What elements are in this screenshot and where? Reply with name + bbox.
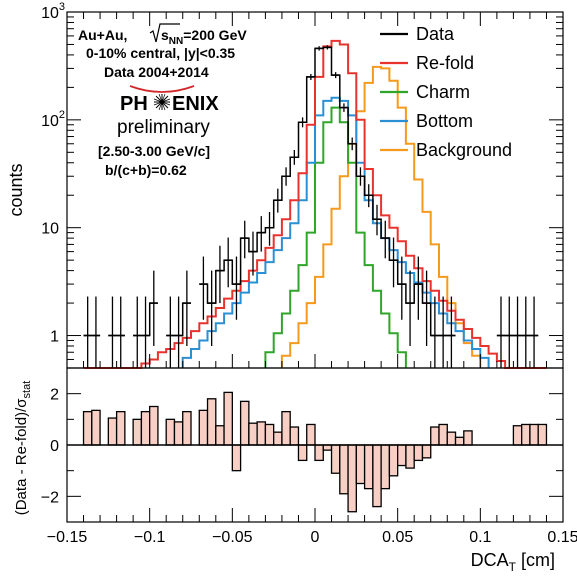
sqrt-symbol [149, 23, 180, 43]
residual-bar [173, 421, 184, 446]
residual-bar [91, 409, 101, 446]
preliminary-label: preliminary [117, 117, 210, 138]
y-tick-label: 103 [41, 1, 65, 22]
series-charm-line [264, 106, 407, 368]
residual-bar [322, 444, 333, 451]
residual-bar [438, 423, 448, 446]
residual-bar [149, 405, 159, 446]
residual-bar [231, 444, 242, 472]
residual-bar [388, 444, 399, 477]
y-tick-label: 102 [41, 109, 65, 130]
y-axis-label: counts [6, 163, 26, 216]
residual-bar [239, 400, 250, 446]
residual-bar [256, 421, 267, 446]
residual-bar [521, 423, 531, 446]
logo-arc [129, 85, 195, 93]
residual-bar [198, 409, 209, 446]
residual-bar [363, 444, 374, 490]
y-tick-label: 1 [50, 329, 59, 346]
residual-bar [421, 444, 432, 459]
legend-label-background: Background [416, 140, 512, 160]
residual-bar [165, 418, 176, 446]
data-years-label: Data 2004+2014 [104, 64, 209, 80]
b-fraction-label: b/(c+b)=0.62 [105, 162, 187, 178]
series-bottom-line [181, 96, 490, 368]
legend: Data Re-fold Charm Bottom Background [380, 24, 512, 160]
legend-label-data: Data [416, 24, 455, 44]
annotation-block: Au+Au, sNN=200 GeV 0-10% central, |y|<0.… [78, 23, 247, 178]
residual-bar [264, 423, 275, 446]
legend-label-charm: Charm [416, 82, 470, 102]
residual-bar [297, 444, 308, 462]
logo-text-right: ENIX [172, 93, 219, 115]
x-tick-label: 0.15 [547, 529, 577, 546]
residual-bar [512, 425, 523, 446]
x-tick-label: −0.05 [212, 529, 253, 546]
residual-bar [182, 410, 192, 446]
bottom-panel: −2 0 2 −0.15 −0.1 −0.05 0 0.05 0.1 0.15 DCAT [cm] (… [13, 367, 577, 574]
x-tick-label: 0 [311, 529, 320, 546]
series-refold-line [83, 39, 547, 369]
x-tick-label: 0.1 [469, 529, 491, 546]
residual-bar [306, 423, 316, 446]
logo-text-left: PH [120, 93, 148, 115]
residual-bar [132, 418, 143, 446]
residual-bar [537, 423, 548, 446]
x-tick-label: 0.05 [382, 529, 413, 546]
residual-bar [82, 410, 93, 446]
pt-range-label: [2.50-3.00 GeV/c] [98, 143, 210, 159]
residual-bar [107, 417, 118, 446]
residual-axis-label: (Data - Re-fold)/σstat [13, 381, 33, 516]
residual-bar [115, 410, 126, 446]
residual-bar [529, 423, 539, 446]
y-tick-label: 10 [41, 221, 59, 238]
y-tick-label: 2 [50, 387, 59, 404]
residual-bar [206, 398, 217, 446]
residual-bar [372, 444, 382, 508]
x-axis-label: DCAT [cm] [471, 550, 555, 574]
centrality-label: 0-10% central, |y|<0.35 [86, 45, 235, 61]
residual-bar [273, 431, 283, 446]
x-tick-label: −0.15 [47, 529, 88, 546]
residual-bar [339, 444, 349, 495]
residual-bar [289, 426, 300, 446]
legend-label-bottom: Bottom [416, 111, 473, 131]
residual-bar [454, 436, 465, 446]
residual-bar [446, 431, 457, 446]
residual-bar [430, 426, 440, 446]
residual-bar [405, 444, 415, 469]
legend-label-refold: Re-fold [416, 53, 474, 73]
residual-bar [314, 444, 324, 462]
residual-bar [413, 444, 424, 462]
y-tick-label: −2 [41, 489, 59, 506]
residual-bar [330, 444, 341, 474]
residual-bar [347, 444, 357, 513]
residual-bar [140, 410, 151, 446]
residual-bar [463, 430, 473, 446]
residual-bar [397, 444, 407, 467]
sqrt-s-label: sNN=200 GeV [161, 27, 247, 47]
residual-bar [380, 444, 391, 490]
residual-bar [355, 444, 366, 485]
logo-star-icon [153, 93, 171, 111]
residual-bar [215, 425, 225, 446]
residual-bar [281, 410, 291, 446]
collision-label: Au+Au, [78, 27, 127, 43]
series-background-line [280, 65, 482, 368]
residual-bar [248, 422, 258, 446]
residual-bar [223, 391, 233, 446]
top-panel: 1 10 102 103 counts Data Re-fold Charm Bottom Bac… [6, 1, 564, 369]
x-tick-label: −0.1 [134, 529, 166, 546]
y-tick-label: 0 [50, 438, 59, 455]
